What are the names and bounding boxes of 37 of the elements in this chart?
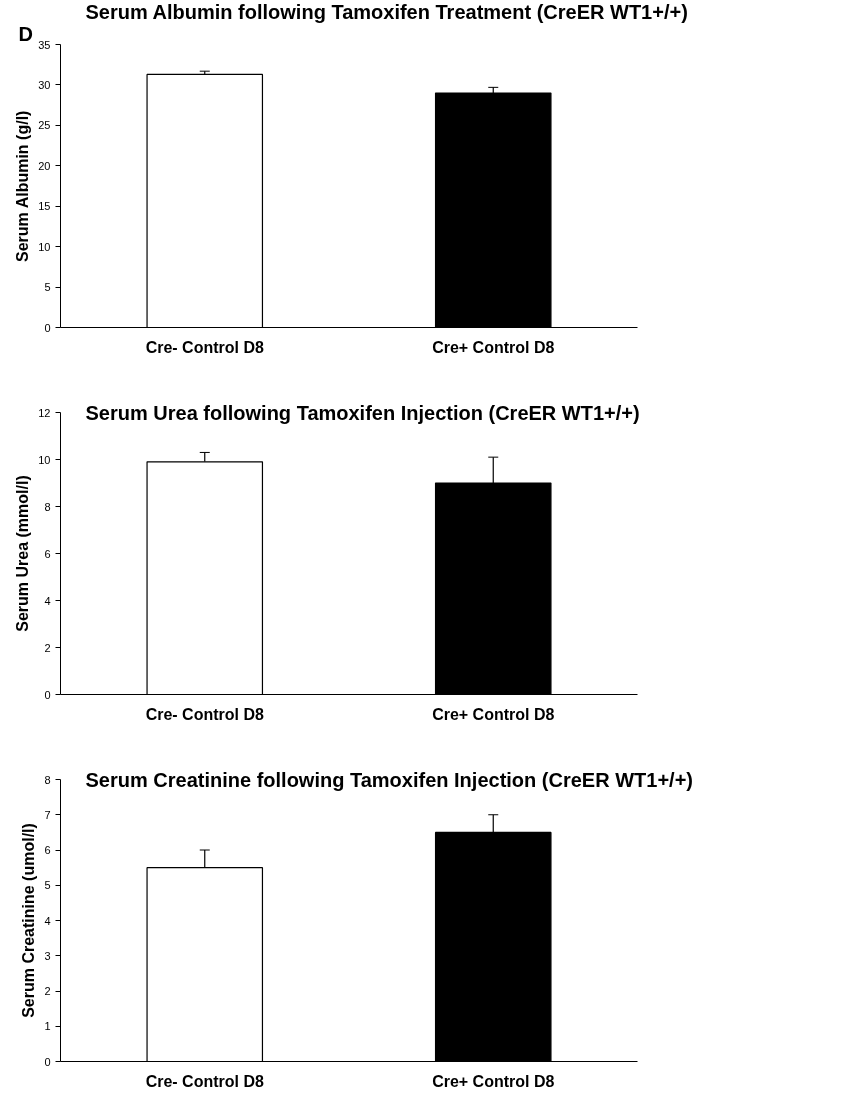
y-tick-label: 15: [38, 200, 51, 213]
y-tick-label: 10: [38, 453, 51, 466]
y-tick-label: 6: [44, 844, 51, 856]
y-tick-label: 4: [44, 914, 51, 927]
y-axis-title: Serum Urea (mmol/l): [14, 475, 32, 632]
y-tick-label: 10: [38, 240, 51, 253]
y-tick-label: 1: [44, 1020, 51, 1033]
x-tick-label: Cre- Control D8: [145, 1072, 264, 1090]
y-axis-title: Serum Albumin (g/l): [14, 110, 32, 262]
y-tick-label: 2: [44, 641, 51, 654]
chart-title: Serum Urea following Tamoxifen Injection (CreER WT1+/+): [85, 401, 640, 424]
y-tick-label: 8: [44, 773, 51, 786]
x-tick-label: Cre- Control D8: [145, 705, 264, 723]
y-tick-label: 5: [44, 879, 51, 892]
y-tick-label: 0: [44, 1055, 51, 1068]
y-tick-label: 35: [38, 38, 51, 51]
y-tick-label: 8: [44, 500, 51, 513]
text: D: [18, 22, 33, 45]
y-tick-label: 7: [44, 808, 51, 821]
y-tick-label: 6: [44, 547, 51, 560]
y-axis-title: Serum Creatinine (umol/l): [20, 823, 38, 1018]
y-tick-label: 20: [38, 159, 51, 172]
y-tick-label: 4: [44, 594, 51, 607]
y-tick-label: 5: [44, 281, 51, 294]
x-tick-label: Cre+ Control D8: [432, 705, 555, 723]
y-tick-label: 30: [38, 78, 51, 91]
x-tick-label: Cre+ Control D8: [432, 1072, 555, 1090]
y-tick-label: 0: [44, 321, 51, 334]
chart-title: Serum Creatinine following Tamoxifen Injection (CreER WT1+/+): [85, 768, 693, 791]
y-tick-label: 3: [44, 949, 51, 962]
x-tick-label: Cre- Control D8: [145, 338, 264, 356]
x-tick-label: Cre+ Control D8: [432, 338, 555, 356]
y-tick-label: 2: [44, 985, 51, 997]
chart-title: Serum Albumin following Tamoxifen Treatment (CreER WT1+/+): [85, 0, 688, 23]
y-tick-label: 25: [38, 119, 51, 132]
y-tick-label: 12: [38, 406, 51, 419]
y-tick-label: 0: [44, 688, 51, 701]
